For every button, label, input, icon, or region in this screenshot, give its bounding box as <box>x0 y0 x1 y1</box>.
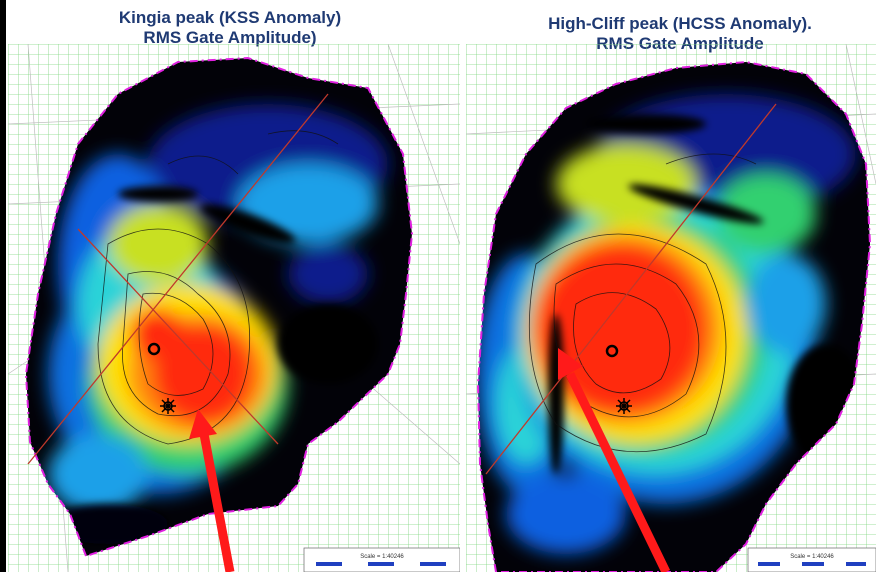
scale-bar: Scale = 1:40246 <box>303 547 460 572</box>
section-lines <box>27 93 329 465</box>
well-sun-icon <box>160 398 176 414</box>
well-sun-icon <box>616 398 632 414</box>
scale-bar: Scale = 1:40246 <box>747 547 876 572</box>
left-scale-label: Scale = 1:40246 <box>360 554 404 560</box>
well-circle-icon <box>147 342 161 356</box>
right-scale-label: Scale = 1:40246 <box>790 554 834 560</box>
anomaly-arrow-icon <box>189 409 235 572</box>
section-lines <box>485 103 777 475</box>
right-title-line1: High-Cliff peak (HCSS Anomaly). <box>548 14 812 33</box>
left-map-title: Kingia peak (KSS Anomaly) RMS Gate Ampli… <box>60 8 400 48</box>
survey-boundary <box>24 56 414 558</box>
well-circle-icon <box>605 344 619 358</box>
left-border <box>0 0 6 572</box>
right-amplitude-map: Scale = 1:40246 <box>466 44 876 572</box>
anomaly-arrow-icon <box>558 348 671 572</box>
left-title-line2: RMS Gate Amplitude) <box>143 28 317 47</box>
left-map-svg: Scale = 1:40246 <box>8 44 460 572</box>
right-map-svg: Scale = 1:40246 <box>466 44 876 572</box>
left-amplitude-map: Scale = 1:40246 <box>8 44 460 572</box>
left-title-line1: Kingia peak (KSS Anomaly) <box>118 8 342 27</box>
